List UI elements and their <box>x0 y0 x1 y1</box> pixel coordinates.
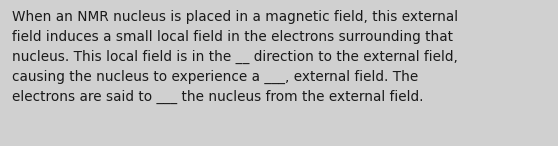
Text: When an NMR nucleus is placed in a magnetic field, this external
field induces a: When an NMR nucleus is placed in a magne… <box>12 10 459 104</box>
